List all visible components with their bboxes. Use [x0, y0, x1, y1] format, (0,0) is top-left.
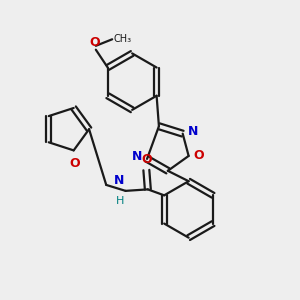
Text: N: N: [114, 174, 124, 187]
Text: H: H: [116, 196, 124, 206]
Text: O: O: [70, 157, 80, 170]
Text: O: O: [194, 149, 204, 162]
Text: O: O: [141, 153, 152, 166]
Text: N: N: [188, 125, 198, 138]
Text: CH₃: CH₃: [114, 34, 132, 44]
Text: N: N: [132, 150, 142, 163]
Text: O: O: [89, 36, 100, 49]
